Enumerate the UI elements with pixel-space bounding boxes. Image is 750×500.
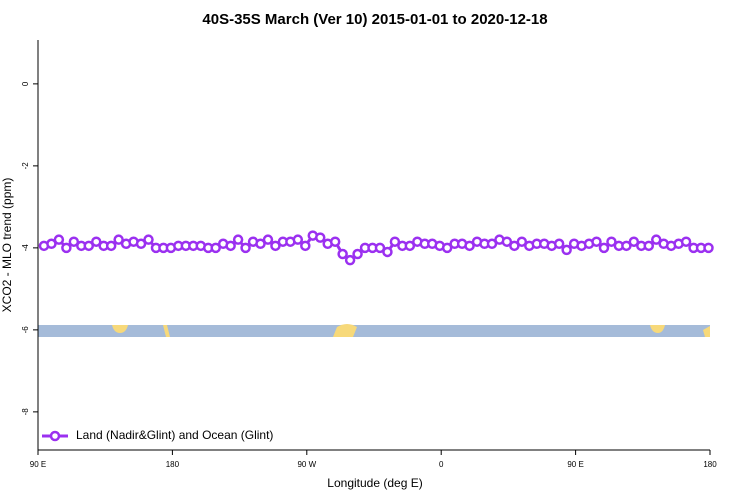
x-tick-label: 90 W xyxy=(297,460,316,469)
y-axis-label: XCO2 - MLO trend (ppm) xyxy=(0,178,14,313)
point xyxy=(240,242,251,254)
chart-title: 40S-35S March (Ver 10) 2015-01-01 to 202… xyxy=(202,11,547,28)
y-tick-label: -4 xyxy=(21,244,30,252)
point xyxy=(509,240,520,252)
x-tick-label: 180 xyxy=(166,460,180,469)
point xyxy=(135,238,147,250)
point xyxy=(113,234,124,245)
y-tick-label: -2 xyxy=(21,162,30,170)
point xyxy=(314,232,326,243)
point xyxy=(90,236,102,247)
point xyxy=(628,236,640,247)
point xyxy=(143,234,154,245)
point xyxy=(561,244,572,256)
x-tick-label: 90 E xyxy=(567,460,583,469)
point xyxy=(621,240,632,252)
point xyxy=(553,238,565,250)
x-tick-label: 0 xyxy=(439,460,444,469)
point xyxy=(46,238,57,250)
point xyxy=(703,242,714,254)
legend-label: Land (Nadir&Glint) and Ocean (Glint) xyxy=(76,428,273,442)
point xyxy=(486,238,498,250)
x-tick-label: 180 xyxy=(703,460,717,469)
point xyxy=(352,248,363,260)
point xyxy=(643,240,655,252)
point xyxy=(598,242,610,254)
y-tick-label: -8 xyxy=(21,408,30,416)
point xyxy=(105,240,117,252)
point xyxy=(225,240,236,252)
land xyxy=(163,325,170,337)
land xyxy=(650,325,665,333)
x-tick-label: 90 E xyxy=(30,460,46,469)
point xyxy=(516,236,528,247)
point xyxy=(68,236,80,247)
legend-marker xyxy=(49,430,61,442)
point xyxy=(464,240,475,252)
point xyxy=(404,240,416,252)
land xyxy=(333,324,357,337)
y-tick-label: -6 xyxy=(21,326,30,334)
point xyxy=(270,240,281,252)
point xyxy=(292,234,304,245)
point xyxy=(83,240,95,252)
point xyxy=(210,242,221,254)
point xyxy=(650,234,662,245)
point xyxy=(232,234,244,245)
point xyxy=(382,246,393,258)
point xyxy=(337,248,348,260)
point xyxy=(606,236,617,247)
point xyxy=(262,234,274,245)
point xyxy=(255,238,266,250)
point xyxy=(501,236,513,247)
y-tick-label: 0 xyxy=(21,81,30,86)
point xyxy=(53,234,65,245)
point xyxy=(344,254,356,266)
land xyxy=(112,325,128,333)
point xyxy=(680,236,692,247)
x-axis-label: Longitude (deg E) xyxy=(327,476,422,490)
point xyxy=(61,242,72,254)
point xyxy=(300,240,311,252)
ocean-strip xyxy=(38,325,710,337)
point xyxy=(389,236,401,247)
point xyxy=(591,236,602,247)
point xyxy=(441,242,453,254)
land xyxy=(703,326,710,337)
point xyxy=(374,242,386,254)
point xyxy=(329,236,341,247)
